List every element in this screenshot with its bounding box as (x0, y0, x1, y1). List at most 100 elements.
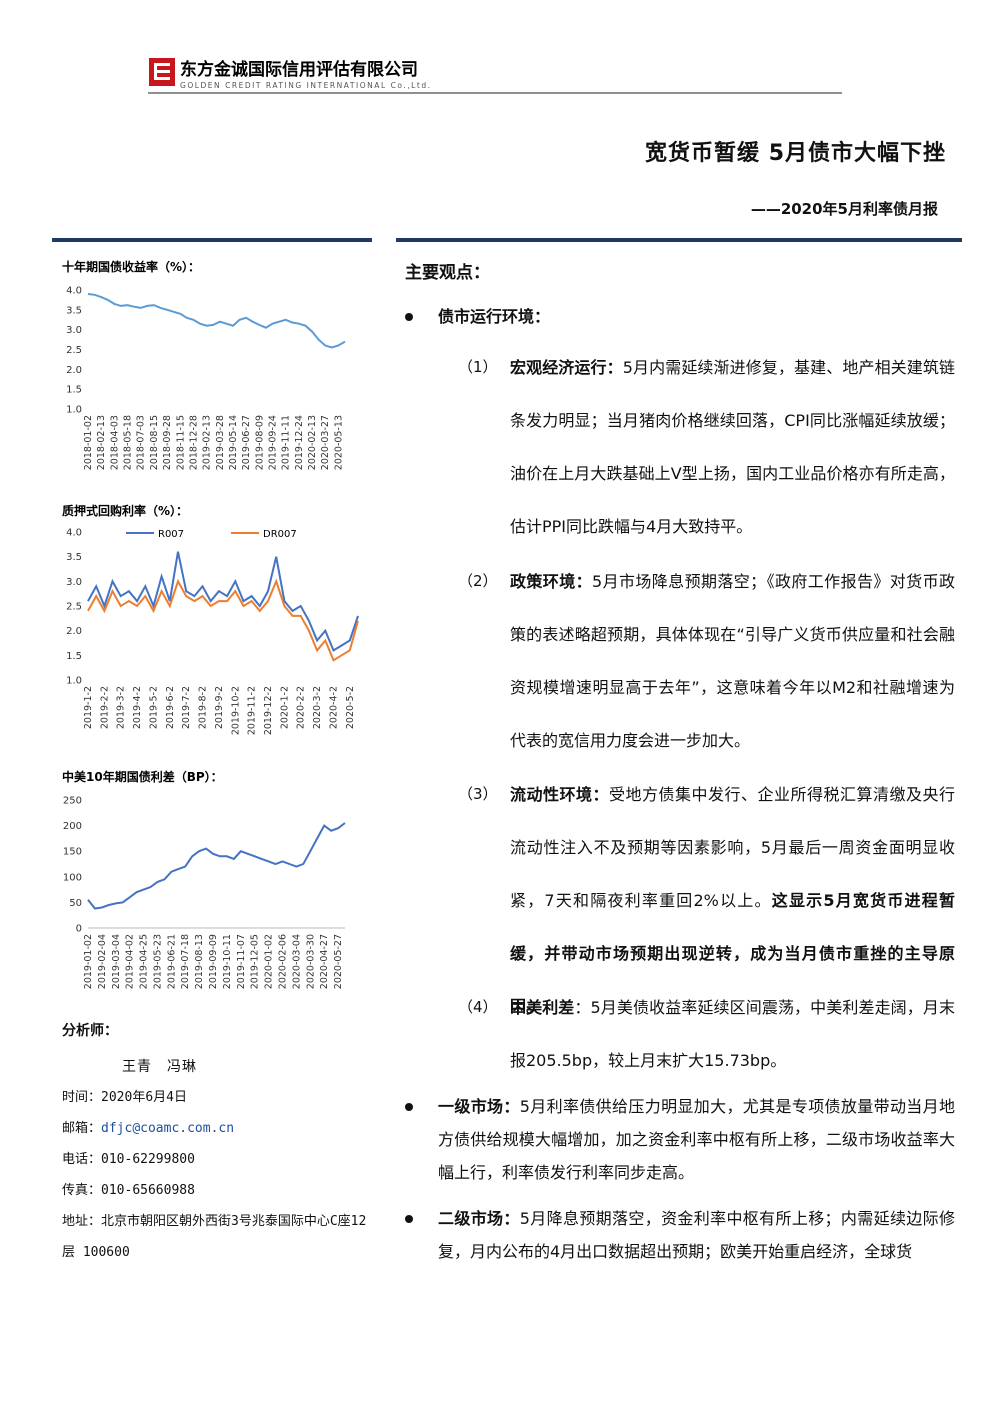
x-tick-label: 2019-04-25 (139, 934, 150, 989)
x-tick-label: 2019-12-24 (294, 415, 305, 470)
y-tick-label: 4.0 (66, 286, 82, 297)
x-tick-label: 2020-2-2 (296, 686, 307, 729)
x-tick-label: 2019-12-05 (250, 934, 261, 989)
right-rule (396, 238, 962, 242)
y-tick-label: 3.0 (66, 325, 82, 336)
contact-row: 邮箱：dfjc@coamc.com.cn (62, 1113, 372, 1144)
x-tick-label: 2020-3-2 (312, 686, 323, 729)
x-tick-label: 2019-06-21 (166, 934, 177, 989)
analyst-names: 王青 冯琳 (122, 1059, 197, 1075)
x-tick-label: 2018-08-15 (149, 415, 160, 470)
contact-row: 地址：北京市朝阳区朝外西街3号兆泰国际中心C座12层 100600 (62, 1206, 372, 1268)
y-tick-label: 50 (69, 898, 82, 909)
x-tick-label: 2018-01-02 (83, 415, 94, 470)
contact-value[interactable]: dfjc@coamc.com.cn (101, 1121, 235, 1136)
y-tick-label: 4.0 (66, 528, 82, 539)
point-number: （1） (458, 358, 498, 376)
y-tick-label: 1.0 (66, 405, 82, 416)
point-number: （4） (458, 998, 498, 1016)
y-tick-label: 2.5 (66, 345, 82, 356)
contact-label: 邮箱： (62, 1121, 102, 1136)
line-series (87, 822, 346, 910)
x-tick-label: 2019-02-04 (97, 934, 108, 989)
point-label: 流动性环境： (510, 785, 609, 804)
x-tick-label: 2019-1-2 (83, 686, 94, 729)
legend-label: DR007 (263, 529, 297, 540)
contact-value: 2020年6月4日 (101, 1090, 187, 1105)
x-tick-label: 2019-10-2 (230, 686, 241, 735)
point-emphasis: 这显示5月宽货币进程暂缓，并带动市场预期出现逆转，成为当月债市重挫的主导原因。 (510, 891, 955, 1016)
x-tick-label: 2019-03-28 (215, 415, 226, 470)
line-series (87, 293, 346, 349)
point-label: 政策环境： (510, 572, 592, 591)
charts: 十年期国债收益率（%）： 1.0 1.5 2.0 2.5 3.0 3.5 4.0 2018-01… (62, 259, 359, 989)
logo (149, 58, 175, 86)
bullet-label: 二级市场： (438, 1209, 520, 1228)
contact-label: 传真： (62, 1183, 102, 1198)
contact-label: 时间： (62, 1090, 102, 1105)
point-body: 政策环境：5月市场降息预期落空；《政府工作报告》对货币政策的表述略超预期，具体体… (510, 555, 955, 767)
legend-label: R007 (158, 529, 184, 540)
y-tick-label: 100 (63, 872, 82, 883)
x-tick-label: 2018-11-15 (175, 415, 186, 470)
contact-row: 时间：2020年6月4日 (62, 1082, 372, 1113)
y-tick-label: 3.0 (66, 577, 82, 588)
title: 宽货币暂缓 5月债市大幅下挫 (645, 141, 946, 166)
x-tick-label: 2020-04-27 (319, 934, 330, 989)
x-tick-label: 2020-1-2 (279, 686, 290, 729)
x-tick-label: 2018-09-28 (162, 415, 173, 470)
chart-title: 十年期国债收益率（%）： (62, 259, 200, 274)
bullet-body: 一级市场：5月利率债供给压力明显加大，尤其是专项债放量带动当月地方债供给规模大幅… (438, 1090, 955, 1189)
x-tick-label: 2019-01-02 (83, 934, 94, 989)
bullet (405, 1103, 413, 1111)
line-series (87, 551, 359, 652)
y-tick-label: 2.5 (66, 602, 82, 613)
point-label: 中美利差 (510, 998, 575, 1017)
y-tick-label: 3.5 (66, 305, 82, 316)
point-text: 5月市场降息预期落空；《政府工作报告》对货币政策的表述略超预期，具体体现在“引导… (510, 572, 955, 750)
x-tick-label: 2019-9-2 (214, 686, 225, 729)
company-name-en: GOLDEN CREDIT RATING INTERNATIONAL Co.,L… (180, 81, 430, 90)
y-tick-label: 200 (63, 821, 82, 832)
section-label: 债市运行环境： (438, 307, 551, 326)
point-body: 中美利差：5月美债收益率延续区间震荡，中美利差走阔，月末报205.5bp，较上月… (510, 981, 955, 1087)
x-tick-label: 2020-05-13 (333, 415, 344, 470)
contact-value: 010-65660988 (101, 1183, 195, 1198)
x-tick-label: 2018-05-18 (123, 415, 134, 470)
x-tick-label: 2020-4-2 (328, 686, 339, 729)
x-tick-label: 2019-10-11 (222, 934, 233, 989)
analysts-heading: 分析师： (62, 1023, 118, 1039)
x-tick-label: 2020-5-2 (345, 686, 356, 729)
contact-row: 电话：010-62299800 (62, 1144, 372, 1175)
y-tick-label: 2.0 (66, 626, 82, 637)
y-tick-label: 250 (63, 796, 82, 807)
point-body: 流动性环境：受地方债集中发行、企业所得税汇算清缴及央行流动性注入不及预期等因素影… (510, 768, 955, 1033)
contact-row: 传真：010-65660988 (62, 1175, 372, 1206)
x-tick-label: 2019-05-23 (152, 934, 163, 989)
x-tick-label: 2019-11-2 (247, 686, 258, 735)
company-name: 东方金诚国际信用评估有限公司 (180, 59, 418, 80)
x-tick-label: 2020-05-27 (333, 934, 344, 989)
contact-label: 电话： (62, 1152, 102, 1167)
bullet-body: 二级市场：5月降息预期落空，资金利率中枢有所上移；内需延续边际修复，月内公布的4… (438, 1202, 955, 1268)
y-tick-label: 1.0 (66, 676, 82, 687)
x-tick-label: 2019-08-13 (194, 934, 205, 989)
x-tick-label: 2019-09-09 (208, 934, 219, 989)
x-tick-label: 2020-02-13 (307, 415, 318, 470)
bullet (405, 1215, 413, 1223)
point-number: （3） (458, 785, 498, 803)
point-number: （2） (458, 572, 498, 590)
contact-label: 地址： (62, 1214, 102, 1229)
x-tick-label: 2019-05-14 (228, 415, 239, 470)
y-tick-label: 1.5 (66, 651, 82, 662)
x-tick-label: 2020-03-27 (320, 415, 331, 470)
bullet-text: 5月利率债供给压力明显加大，尤其是专项债放量带动当月地方债供给规模大幅增加，加之… (438, 1097, 955, 1182)
x-tick-label: 2019-6-2 (165, 686, 176, 729)
line-series (87, 578, 359, 662)
chart-title: 质押式回购利率（%）： (62, 503, 188, 518)
bullet (405, 313, 413, 321)
x-tick-label: 2019-8-2 (198, 686, 209, 729)
x-tick-label: 2020-03-30 (305, 934, 316, 989)
